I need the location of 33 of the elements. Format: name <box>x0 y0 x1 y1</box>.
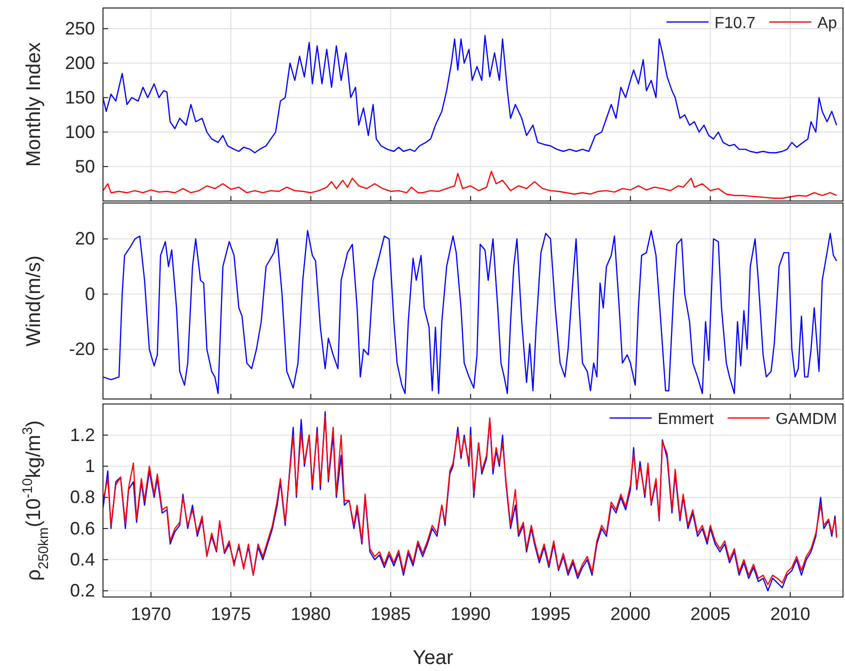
y-tick-label: 0.6 <box>70 518 95 538</box>
y-tick-label: 250 <box>64 18 95 38</box>
y-tick-label: 100 <box>64 122 95 142</box>
y-tick-label: 50 <box>74 156 95 176</box>
x-axis-title: Year <box>412 647 454 669</box>
x-tick-label: 1980 <box>290 604 331 624</box>
legend-label: F10.7 <box>714 15 756 32</box>
x-tick-label: 1970 <box>130 604 171 624</box>
legend-label: Ap <box>817 15 838 32</box>
y-tick-label: 0.8 <box>70 487 95 508</box>
y-tick-label: 1.2 <box>70 424 95 445</box>
y-axis-title: Monthly Index <box>23 42 45 167</box>
y-axis-title: Wind(m/s) <box>23 255 45 347</box>
x-tick-label: 2005 <box>690 604 730 624</box>
line-series <box>103 170 838 199</box>
x-tick-label: 2000 <box>610 604 650 624</box>
x-tick-label: 1990 <box>450 604 491 624</box>
y-tick-label: -20 <box>68 339 95 360</box>
y-tick-label: 0.2 <box>70 580 95 601</box>
y-tick-label: 150 <box>64 87 95 108</box>
y-tick-label: 200 <box>64 52 95 73</box>
x-tick-label: 1975 <box>210 604 251 624</box>
x-tick-label: 1995 <box>530 604 571 624</box>
legend-label: GAMDM <box>776 411 837 428</box>
y-tick-label: 0.4 <box>70 549 95 570</box>
line-series <box>103 230 838 394</box>
y-tick-label: 1 <box>84 456 95 476</box>
y-tick-label: 0 <box>84 284 95 304</box>
x-tick-label: 1985 <box>370 604 411 624</box>
y-tick-label: 20 <box>74 228 95 249</box>
x-tick-label: 2010 <box>770 604 810 624</box>
line-series <box>103 34 838 154</box>
legend-label: Emmert <box>658 411 714 428</box>
